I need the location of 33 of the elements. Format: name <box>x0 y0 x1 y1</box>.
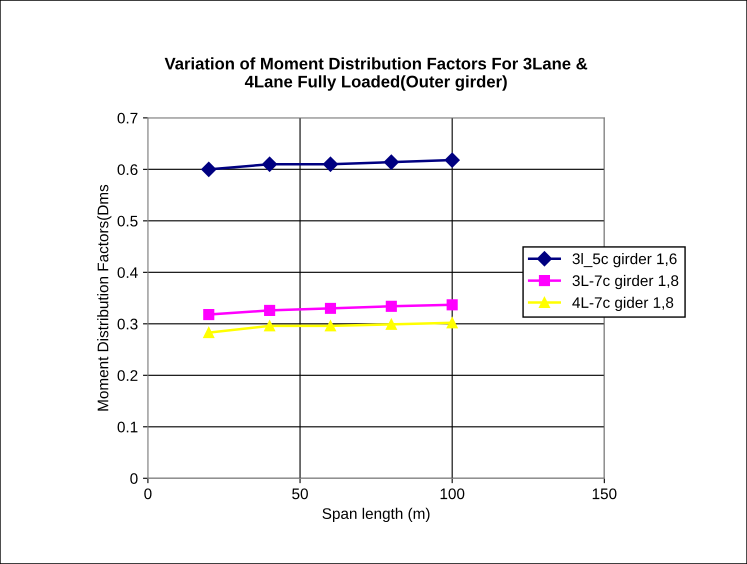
point <box>264 304 276 316</box>
x-tick-label: 0 <box>144 488 152 500</box>
legend-label: 3L-7c girder 1,8 <box>572 274 678 290</box>
point <box>203 327 214 338</box>
y-tick-label: 0.6 <box>118 164 138 176</box>
point <box>262 156 278 172</box>
y-tick-label: 0.7 <box>118 112 138 124</box>
x-axis-title: Span length (m) <box>322 508 430 522</box>
y-tick-label: 0.4 <box>118 267 138 278</box>
point <box>201 162 216 177</box>
legend-label: 4L-7c gider 1,8 <box>572 296 674 311</box>
point <box>386 318 397 330</box>
x-tick-label: 100 <box>440 488 464 500</box>
chart-title: Variation of Moment Distribution Factors For 3Lane & 4Lane Fully Loaded(Outer girder) <box>164 57 588 91</box>
y-tick-label: 0.5 <box>118 216 138 227</box>
point <box>322 156 338 172</box>
y-tick-label: 0 <box>130 473 138 484</box>
point <box>324 320 336 332</box>
point <box>264 320 276 332</box>
x-tick-label: 50 <box>292 488 308 500</box>
y-tick-label: 0.2 <box>118 370 138 381</box>
y-axis-title: Moment Distribution Factors(Dms <box>97 184 112 411</box>
point <box>446 317 458 328</box>
y-tick-label: 0.1 <box>118 422 138 432</box>
y-tick-label: 0.3 <box>118 318 138 330</box>
point <box>324 302 336 314</box>
point <box>386 300 397 312</box>
x-tick-label: 150 <box>592 488 616 500</box>
point <box>446 299 458 310</box>
legend-label: 3l_5c girder 1,6 <box>572 253 677 268</box>
point <box>444 152 460 168</box>
point <box>203 308 214 320</box>
point <box>384 154 399 170</box>
